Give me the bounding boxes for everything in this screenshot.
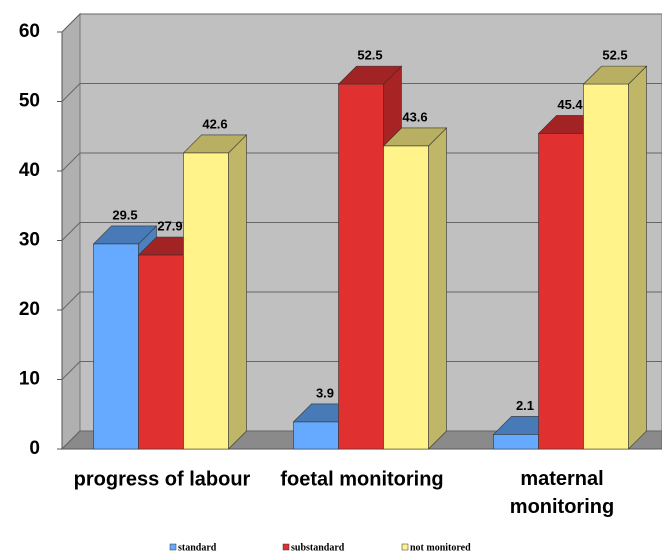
bar-face xyxy=(93,243,139,450)
grid-line xyxy=(61,361,81,380)
legend-label: not monitored xyxy=(410,542,471,553)
bar-face xyxy=(628,65,647,450)
bar-face xyxy=(338,83,384,450)
y-tick-label: 10 xyxy=(19,369,40,390)
value-label: 42.6 xyxy=(202,116,227,131)
value-label: 3.9 xyxy=(316,385,334,400)
y-tick-label: 0 xyxy=(29,438,40,459)
bar-face xyxy=(493,434,539,450)
x-tick-label: maternal monitoring xyxy=(510,468,614,518)
legend-swatch xyxy=(401,543,409,551)
grid-line xyxy=(61,222,81,241)
grid-line xyxy=(61,430,81,450)
legend-label: standard xyxy=(178,542,217,553)
x-tick-label: progress of labour xyxy=(74,468,251,490)
y-tick-label: 40 xyxy=(19,160,40,181)
bar xyxy=(582,65,648,450)
grid-line xyxy=(61,152,81,172)
y-tick-label: 50 xyxy=(19,91,40,112)
bar-face xyxy=(293,421,339,450)
grid-line xyxy=(61,291,81,311)
bar-face xyxy=(583,83,629,450)
bar-face xyxy=(228,134,247,450)
bar xyxy=(182,134,248,450)
value-label: 29.5 xyxy=(112,207,137,222)
legend-swatch xyxy=(169,543,177,551)
y-tick-label: 20 xyxy=(19,299,40,320)
grid-line xyxy=(61,13,81,33)
value-label: 52.5 xyxy=(602,48,627,63)
y-tick-label: 30 xyxy=(19,230,40,251)
bar-face xyxy=(428,127,447,450)
value-label: 43.6 xyxy=(402,109,427,124)
bar-face xyxy=(383,145,429,450)
legend-swatch xyxy=(282,543,290,551)
x-tick-label: foetal monitoring xyxy=(280,468,443,490)
value-label: 45.4 xyxy=(557,97,583,112)
bar xyxy=(382,127,448,450)
y-tick-label: 60 xyxy=(19,21,40,42)
value-label: 52.5 xyxy=(357,48,382,63)
value-label: 27.9 xyxy=(157,219,182,234)
value-label: 2.1 xyxy=(516,398,534,413)
bar-face xyxy=(138,254,184,450)
bar-face xyxy=(538,133,584,450)
grid-line xyxy=(61,83,81,102)
legend-label: substandard xyxy=(291,542,345,553)
bar-face xyxy=(183,152,229,450)
